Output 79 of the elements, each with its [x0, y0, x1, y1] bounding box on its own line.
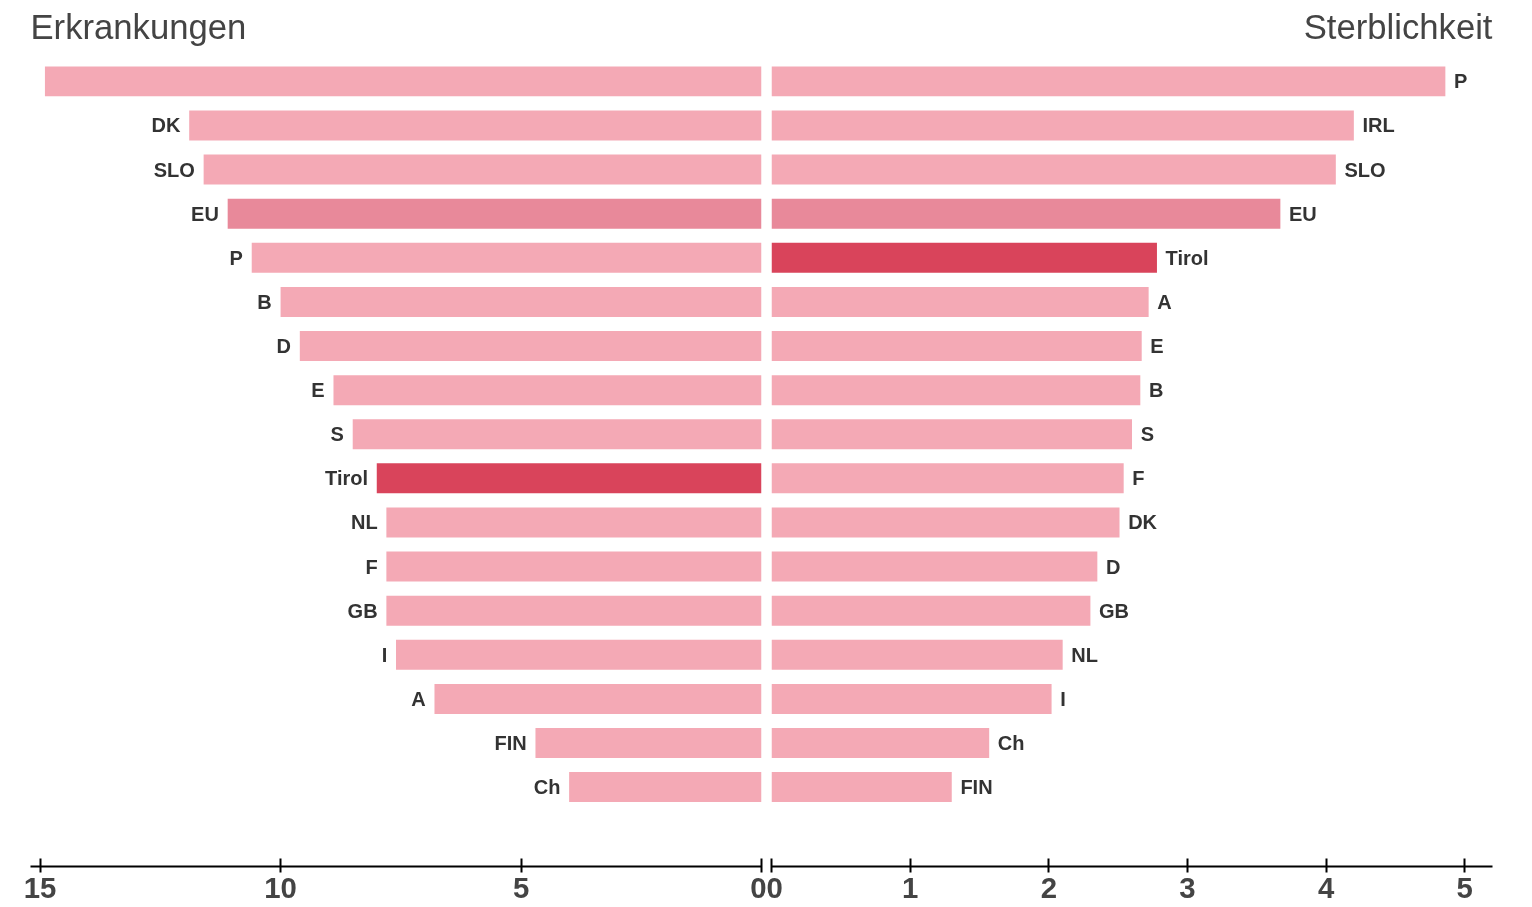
category-label: EU — [1289, 202, 1317, 225]
bar — [771, 154, 1336, 185]
bar — [771, 375, 1141, 406]
bar — [771, 595, 1091, 626]
bar — [535, 728, 762, 758]
category-label: DK — [151, 114, 181, 137]
chart-title: Erkrankungen — [30, 7, 247, 46]
bar — [376, 463, 762, 494]
bar — [352, 419, 762, 450]
bar — [771, 639, 1063, 670]
x-tick-label: 0 — [750, 870, 767, 904]
bar — [434, 683, 762, 714]
category-label: F — [1132, 467, 1145, 490]
bar — [771, 198, 1281, 229]
x-tick-label: 1 — [902, 870, 919, 904]
chart-title: Sterblichkeit — [1303, 7, 1493, 46]
category-label: D — [276, 335, 292, 358]
category-label: GB — [347, 599, 378, 622]
x-tick-label: 4 — [1317, 870, 1335, 904]
bar — [299, 331, 762, 362]
bar — [189, 110, 762, 141]
x-tick-label: 5 — [1456, 870, 1473, 904]
category-label: I — [1060, 687, 1066, 710]
category-label: FIN — [494, 732, 527, 754]
category-label: IRL — [1362, 114, 1395, 137]
category-label: E — [1150, 335, 1164, 358]
x-tick-label: 2 — [1040, 870, 1057, 904]
category-label: B — [257, 290, 272, 313]
category-label: DK — [1128, 511, 1158, 534]
category-label: F — [365, 555, 378, 578]
category-label: SLO — [1344, 158, 1386, 181]
category-label: P — [229, 246, 243, 269]
category-label: FIN — [960, 776, 993, 799]
bar — [386, 551, 762, 582]
x-tick-label: 3 — [1179, 870, 1196, 904]
category-label: Tirol — [1165, 246, 1209, 269]
x-tick-label: 5 — [512, 870, 530, 904]
category-label: D — [1105, 555, 1121, 578]
category-label: EU — [191, 202, 219, 225]
bar — [771, 683, 1052, 714]
bar — [386, 595, 762, 626]
bar — [771, 242, 1157, 273]
bar — [771, 286, 1149, 317]
category-label: Ch — [533, 776, 561, 799]
category-label: S — [1140, 423, 1154, 446]
bar — [771, 331, 1142, 362]
bar — [203, 154, 762, 185]
x-tick-label: 0 — [766, 870, 783, 904]
bar — [771, 419, 1132, 450]
category-label: P — [1454, 70, 1468, 93]
bar — [396, 639, 762, 670]
bar — [771, 66, 1446, 97]
bar — [771, 507, 1120, 538]
category-label: Tirol — [325, 467, 368, 490]
category-label: B — [1148, 379, 1164, 402]
category-label: NL — [1071, 643, 1098, 666]
x-tick-label: 15 — [23, 870, 57, 904]
bar — [44, 66, 762, 97]
category-label: S — [330, 423, 344, 446]
category-label: I — [381, 643, 388, 666]
bar — [227, 198, 762, 229]
bar — [771, 551, 1098, 582]
category-label: A — [411, 687, 426, 710]
bar — [333, 375, 762, 406]
category-label: NL — [350, 511, 378, 534]
bar — [386, 507, 762, 538]
category-label: A — [1157, 290, 1172, 313]
bar — [569, 772, 762, 803]
category-label: SLO — [153, 158, 195, 181]
category-label: Ch — [997, 732, 1025, 754]
bar — [771, 728, 990, 758]
bar — [280, 286, 762, 317]
x-tick-label: 10 — [264, 870, 297, 904]
category-label: E — [311, 379, 325, 402]
bar — [771, 772, 952, 803]
category-label: GB — [1099, 599, 1130, 622]
bar — [771, 110, 1354, 141]
bar — [251, 242, 762, 273]
bar — [771, 463, 1124, 494]
